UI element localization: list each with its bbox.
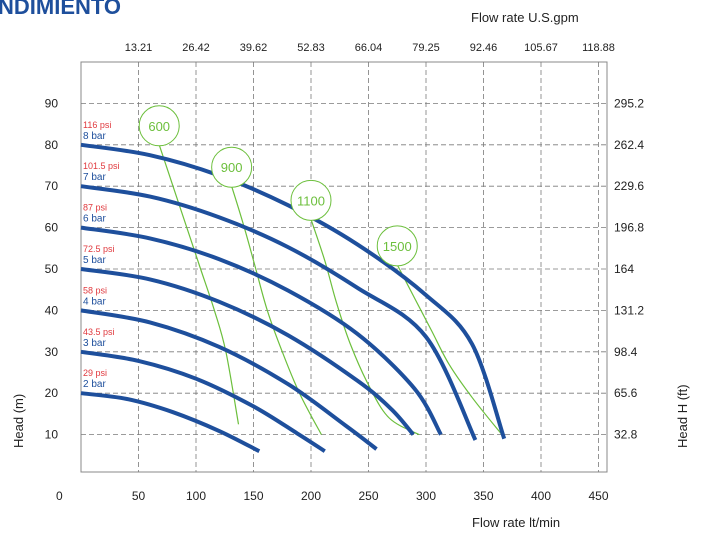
x-tick-label: 400 bbox=[531, 489, 551, 503]
speed-label-circle bbox=[290, 179, 332, 221]
x-top-tick-label: 66.04 bbox=[355, 42, 383, 54]
x-top-tick-label: 118.88 bbox=[582, 42, 615, 54]
top-axis-title: Flow rate U.S.gpm bbox=[471, 10, 579, 25]
x-top-tick-label: 13.21 bbox=[125, 42, 153, 54]
y-axis-title: Head (m) bbox=[11, 394, 26, 448]
psi-label: 116 psi bbox=[83, 120, 111, 130]
y-tick-label: 30 bbox=[45, 345, 59, 359]
speed-label-circle bbox=[376, 225, 418, 267]
banner-title: NDIMIENTO bbox=[0, 0, 121, 19]
x-top-tick-label: 92.46 bbox=[470, 42, 498, 54]
bar-label: 2 bar bbox=[83, 379, 106, 390]
speed-curve bbox=[396, 264, 503, 435]
speed-label-circle bbox=[138, 105, 180, 147]
x-tick-label: 350 bbox=[473, 489, 493, 503]
y-tick-label: 70 bbox=[45, 179, 59, 193]
speed-curve bbox=[310, 219, 420, 436]
psi-label: 29 psi bbox=[83, 368, 107, 378]
y-right-tick-label: 164 bbox=[614, 262, 634, 276]
x-top-tick-label: 105.67 bbox=[524, 42, 558, 54]
bar-label: 5 bar bbox=[83, 255, 106, 266]
x-origin-label: 0 bbox=[56, 489, 63, 503]
y-tick-label: 90 bbox=[45, 96, 59, 110]
x-top-tick-label: 26.42 bbox=[182, 42, 210, 54]
x-tick-label: 200 bbox=[301, 489, 321, 503]
speed-label: 900 bbox=[221, 160, 243, 175]
psi-label: 43.5 psi bbox=[83, 327, 115, 337]
x-tick-label: 450 bbox=[588, 489, 608, 503]
pressure-curve bbox=[80, 391, 261, 453]
pressure-curve bbox=[80, 308, 378, 451]
plot-frame bbox=[80, 61, 608, 473]
y-axis-right-title: Head H (ft) bbox=[675, 384, 690, 448]
bar-label: 7 bar bbox=[83, 172, 106, 183]
x-tick-label: 50 bbox=[132, 489, 146, 503]
speed-label: 1100 bbox=[297, 193, 325, 208]
axis-ticks: 5013.2110026.4215039.6220052.8325066.043… bbox=[45, 42, 645, 503]
y-tick-label: 40 bbox=[45, 303, 59, 317]
y-right-tick-label: 65.6 bbox=[614, 386, 638, 400]
pressure-curve bbox=[80, 184, 478, 441]
speed-label-circle bbox=[211, 146, 253, 188]
pressure-curve bbox=[80, 225, 443, 436]
pressure-curve bbox=[80, 349, 326, 453]
bar-label: 4 bar bbox=[83, 296, 106, 307]
speed-labels: 600 900 1100 1500 bbox=[138, 105, 418, 267]
y-right-tick-label: 131.2 bbox=[614, 303, 644, 317]
psi-label: 101.5 psi bbox=[83, 161, 120, 171]
y-right-tick-label: 196.8 bbox=[614, 221, 644, 235]
y-tick-label: 20 bbox=[45, 386, 59, 400]
pressure-curve bbox=[80, 142, 507, 440]
bar-label: 3 bar bbox=[83, 338, 106, 349]
speed-label: 600 bbox=[148, 119, 170, 134]
y-right-tick-label: 229.6 bbox=[614, 179, 644, 193]
x-top-tick-label: 39.62 bbox=[240, 42, 268, 54]
x-tick-label: 150 bbox=[243, 489, 263, 503]
pressure-curves bbox=[80, 142, 507, 453]
psi-label: 58 psi bbox=[83, 285, 107, 295]
pressure-curve bbox=[80, 267, 415, 436]
x-tick-label: 300 bbox=[416, 489, 436, 503]
x-tick-label: 100 bbox=[186, 489, 206, 503]
x-top-tick-label: 79.25 bbox=[412, 42, 440, 54]
psi-label: 72.5 psi bbox=[83, 244, 115, 254]
y-tick-label: 50 bbox=[45, 262, 59, 276]
psi-label: 87 psi bbox=[83, 203, 107, 213]
y-tick-label: 60 bbox=[45, 221, 59, 235]
x-top-tick-label: 52.83 bbox=[297, 42, 325, 54]
y-right-tick-label: 32.8 bbox=[614, 428, 638, 442]
speed-label: 1500 bbox=[383, 239, 412, 254]
y-right-tick-label: 295.2 bbox=[614, 96, 644, 110]
grid-lines bbox=[81, 62, 607, 472]
x-axis-title: Flow rate lt/min bbox=[472, 515, 560, 530]
x-tick-label: 250 bbox=[358, 489, 378, 503]
y-tick-label: 80 bbox=[45, 138, 59, 152]
speed-curves bbox=[158, 144, 503, 436]
y-tick-label: 10 bbox=[45, 428, 59, 442]
bar-label: 6 bar bbox=[83, 214, 106, 225]
y-right-tick-label: 262.4 bbox=[614, 138, 644, 152]
bar-label: 8 bar bbox=[83, 131, 106, 142]
y-right-tick-label: 98.4 bbox=[614, 345, 638, 359]
